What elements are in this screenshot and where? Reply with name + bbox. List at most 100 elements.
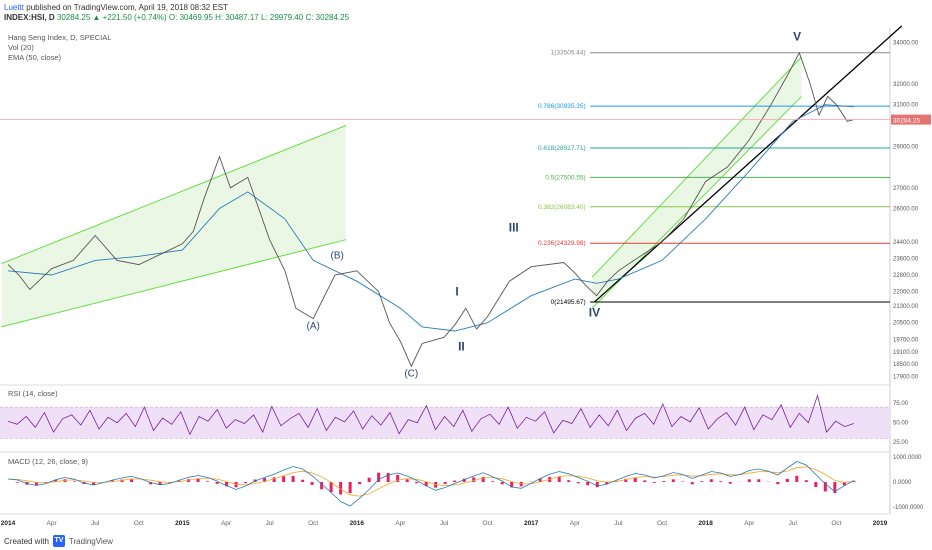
macd-histogram-bar: [415, 482, 419, 484]
tradingview-brand[interactable]: TradingView: [68, 536, 113, 546]
macd-histogram-bar: [671, 479, 675, 482]
chart-canvas[interactable]: 1(33505.44) 0.786(30935.35) 0.618(28917.71…: [0, 0, 932, 532]
macd-histogram-bar: [462, 478, 466, 482]
rsi-band: [0, 407, 890, 439]
author-link[interactable]: Luettt: [4, 3, 25, 12]
x-tick-label: 2018: [698, 520, 713, 527]
macd-histogram-bar: [481, 476, 485, 482]
last-price-value: 30284.25: [893, 118, 920, 125]
y-tick-label: 29000.00: [893, 144, 919, 150]
y-tick-label: 32000.00: [893, 82, 919, 88]
macd-histogram-bar: [443, 482, 447, 484]
x-tick-label: Jul: [789, 520, 798, 527]
macd-histogram-bar: [158, 482, 162, 485]
publisher-line: Luettt published on TradingView.com, Apr…: [4, 3, 228, 12]
macd-histogram-bar: [301, 479, 305, 482]
macd-histogram-bar: [396, 474, 400, 482]
macd-histogram-bar: [785, 478, 789, 482]
x-tick-label: 2016: [350, 520, 365, 527]
x-tick-label: Oct: [483, 520, 493, 527]
macd-histogram-bar: [757, 479, 761, 482]
channel-lower-line: [1, 239, 347, 328]
macd-histogram-bar: [358, 482, 362, 485]
x-tick-label: Apr: [570, 520, 581, 527]
macd-histogram-bar: [538, 478, 542, 482]
macd-histogram-bar: [310, 482, 314, 485]
macd-histogram-bar: [557, 476, 561, 482]
x-tick-label: Oct: [308, 520, 318, 527]
macd-histogram-bar: [120, 479, 124, 482]
macd-histogram-bar: [567, 480, 571, 482]
macd-histogram-bar: [576, 482, 580, 484]
y-tick-label: 17900.00: [893, 375, 919, 381]
macd-histogram-bar: [149, 482, 153, 485]
macd-histogram-bar: [719, 481, 723, 482]
publish-info: published on TradingView.com, April 19, …: [26, 3, 229, 12]
x-tick-label: 2017: [524, 520, 539, 527]
macd-signal-line: [7, 466, 854, 497]
rsi-tick-label: 25.00: [893, 440, 909, 446]
macd-histogram-bar: [500, 482, 504, 485]
macd-histogram-bar: [776, 482, 780, 485]
tradingview-logo-icon: TV: [52, 535, 65, 547]
macd-tick-label: 1000.0000: [893, 455, 922, 461]
rsi-tick-label: 75.00: [893, 401, 909, 407]
macd-histogram-bar: [690, 482, 694, 485]
macd-histogram-bar: [595, 482, 599, 488]
fib-level-label: 0.236(24329.98): [538, 240, 586, 247]
x-tick-label: 2019: [873, 520, 888, 527]
rsi-line: [7, 394, 854, 436]
y-tick-label: 22000.00: [893, 290, 919, 296]
macd-histogram-bar: [320, 482, 324, 490]
y-tick-label: 34000.00: [893, 40, 919, 46]
y-tick-label: 20500.00: [893, 321, 919, 327]
macd-histogram-bar: [348, 482, 352, 494]
x-tick-label: Oct: [657, 520, 667, 527]
channel-upper-line: [591, 56, 802, 278]
macd-histogram-bar: [491, 481, 495, 482]
macd-histogram-bar: [633, 477, 637, 482]
macd-histogram-bar: [814, 482, 818, 488]
macd-histogram-bar: [329, 482, 333, 493]
fib-level-label: 1(33505.44): [551, 50, 586, 57]
macd-histogram-bar: [92, 482, 96, 485]
macd-histogram-bar: [472, 477, 476, 482]
wave-label: (B): [331, 250, 344, 261]
rsi-label[interactable]: RSI (14, close): [8, 389, 58, 398]
macd-histogram-bar: [643, 480, 647, 482]
wave-label: (C): [404, 369, 418, 380]
price-line: [7, 51, 854, 368]
macd-histogram-bar: [206, 481, 210, 482]
macd-histogram-bar: [111, 480, 115, 482]
y-tick-label: 26000.00: [893, 207, 919, 213]
fib-level-label: 0(21495.67): [551, 299, 586, 306]
fib-level-label: 0.382(26083.40): [538, 204, 586, 211]
macd-histogram-bar: [453, 480, 457, 482]
macd-line: [7, 461, 854, 507]
vol-label[interactable]: Vol (20): [8, 43, 34, 52]
wave-label: IV: [589, 305, 600, 319]
macd-histogram-bar: [833, 482, 837, 494]
macd-histogram-bar: [405, 479, 409, 482]
macd-histogram-bar: [823, 482, 827, 492]
macd-histogram-bar: [804, 480, 808, 482]
y-tick-label: 19700.00: [893, 337, 919, 343]
macd-label[interactable]: MACD (12, 26, close, 9): [8, 457, 89, 466]
macd-histogram-bar: [272, 477, 276, 482]
ema-line: [7, 104, 854, 332]
created-with: Created with: [4, 536, 49, 546]
x-tick-label: Jul: [265, 520, 274, 527]
ema-label[interactable]: EMA (50, close): [8, 53, 61, 62]
series-title[interactable]: Hang Seng Index, D, SPECIAL: [8, 33, 112, 42]
footer: Created with TV TradingView: [4, 535, 113, 547]
macd-histogram-bar: [35, 482, 39, 486]
x-tick-label: Oct: [134, 520, 144, 527]
rsi-tick-label: 50.00: [893, 421, 909, 427]
symbol-name[interactable]: INDEX:HSI, D: [4, 13, 55, 22]
macd-histogram-bar: [367, 477, 371, 482]
macd-histogram-bar: [225, 482, 229, 487]
x-tick-label: Jul: [440, 520, 449, 527]
trendline: [593, 25, 903, 303]
macd-histogram-bar: [700, 481, 704, 482]
